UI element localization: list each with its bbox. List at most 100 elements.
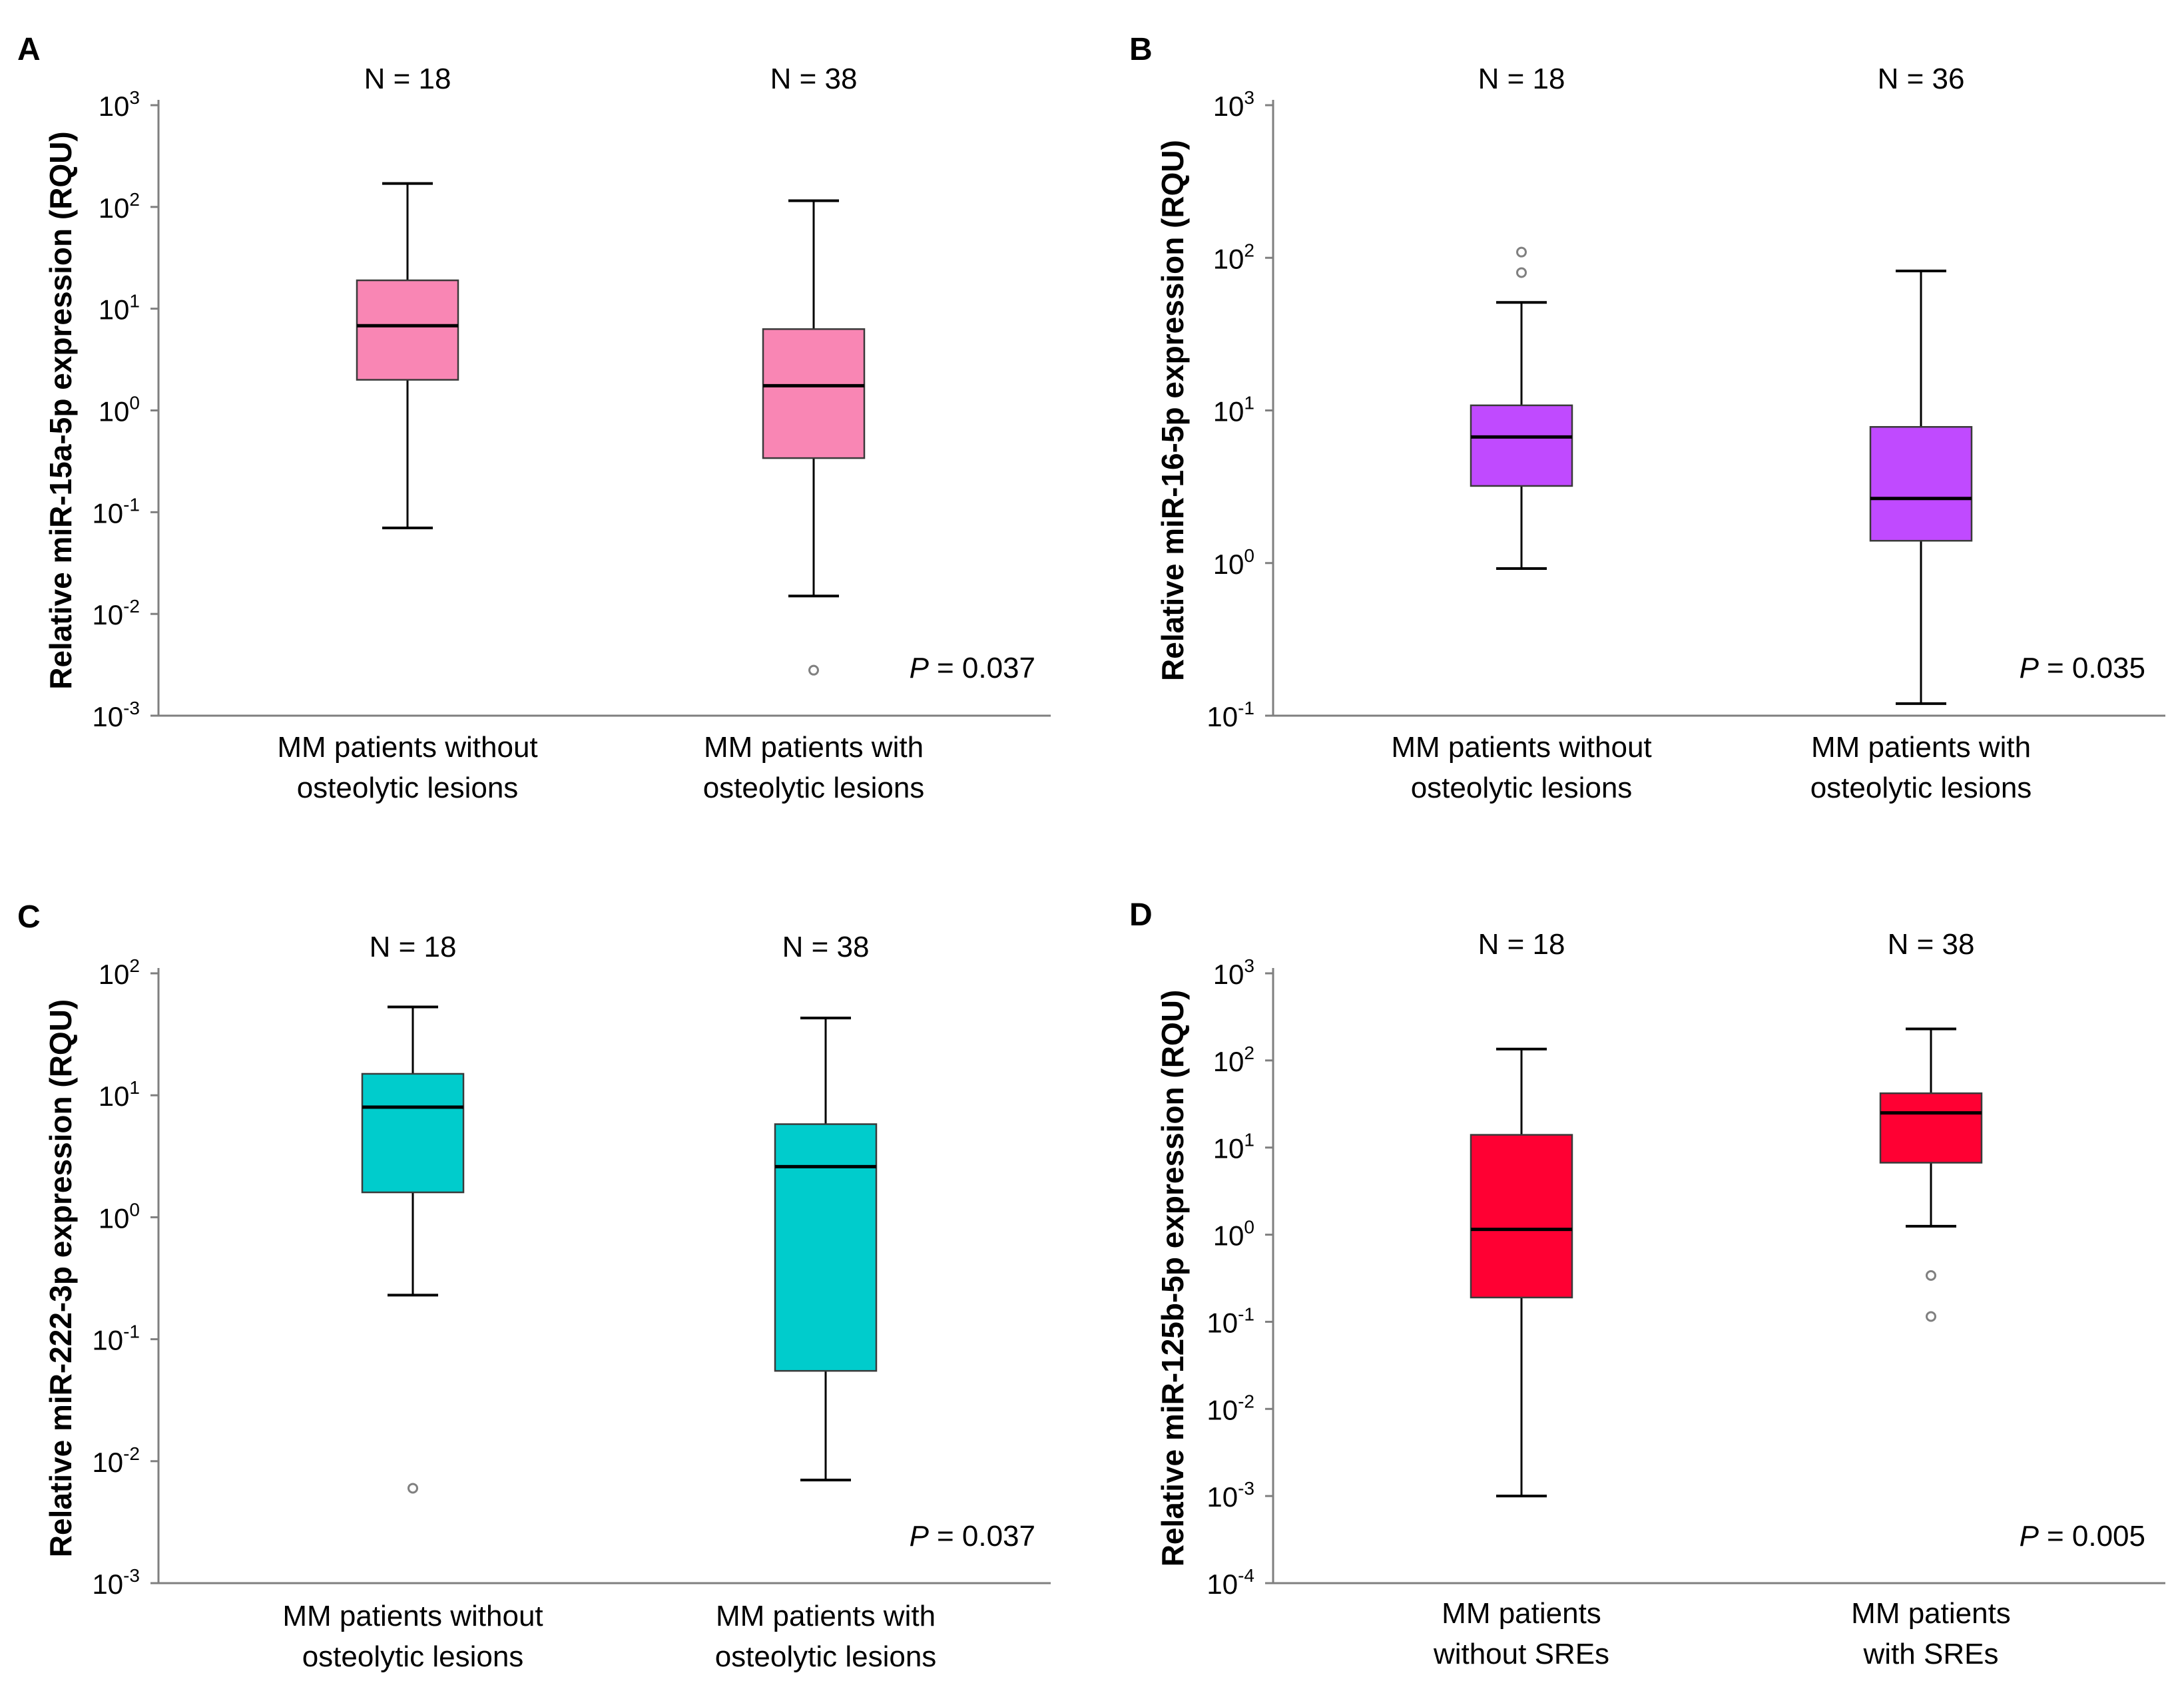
x-category-label-line2: osteolytic lesions [715,1640,937,1673]
y-tick-base: 10 [92,701,123,732]
y-tick-label: 10-2 [92,1443,140,1478]
x-category-label-line2: osteolytic lesions [302,1640,524,1673]
p-symbol: P [2020,1520,2040,1553]
y-tick-label: 103 [1213,955,1254,990]
x-category-label-line2: osteolytic lesions [297,772,519,804]
n-label-2: N = 38 [770,63,858,95]
y-tick-base: 10 [92,497,123,529]
p-value-label: P = 0.037 [910,1520,1035,1553]
n-label-2: N = 38 [1888,928,1975,961]
y-tick-exponent: 0 [129,1199,140,1220]
y-tick-base: 10 [1207,1307,1238,1338]
box-group-2 [774,1017,878,1482]
y-tick-exponent: -1 [1238,698,1254,718]
y-tick-exponent: 1 [1244,393,1254,413]
y-tick-base: 10 [1207,1568,1238,1600]
y-tick-exponent: -3 [1238,1478,1254,1499]
y-tick-label: 100 [99,393,140,427]
x-category-label-line1: MM patients without [282,1600,543,1632]
y-tick-label: 10-4 [1207,1565,1254,1600]
n-label-1: N = 18 [370,931,457,963]
iqr-box [356,279,459,381]
p-symbol: P [910,652,930,684]
y-tick-label: 101 [1213,393,1254,427]
y-tick-base: 10 [99,959,130,990]
box-group-2 [1879,1027,1983,1322]
n-label-1: N = 18 [364,63,451,95]
y-tick-exponent: -1 [1238,1304,1254,1324]
y-tick-base: 10 [1213,1133,1244,1164]
x-category-label-line1: MM patients without [277,731,537,764]
x-category-label-line2: osteolytic lesions [1411,772,1633,804]
y-tick-exponent: -1 [123,1322,140,1342]
box-group-2 [1869,270,1973,705]
x-category-label-line1: MM patients [1851,1597,2011,1630]
y-tick-label: 100 [99,1199,140,1234]
y-tick-label: 10-3 [92,1565,140,1600]
y-tick-base: 10 [1213,1046,1244,1077]
y-tick-exponent: -4 [1238,1565,1254,1586]
box-group-1 [1470,1047,1573,1498]
y-tick-base: 10 [99,1202,130,1234]
y-tick-exponent: 1 [129,291,140,312]
iqr-box [762,328,866,459]
y-tick-base: 10 [1213,243,1244,274]
iqr-box [1869,425,1973,542]
y-tick-label: 103 [1213,87,1254,122]
y-tick-base: 10 [92,1325,123,1356]
iqr-box [1470,1134,1573,1299]
y-tick-label: 10-1 [92,1322,140,1356]
y-tick-base: 10 [1207,1481,1238,1513]
p-value-text: = 0.037 [937,652,1035,684]
outlier-point [1516,246,1527,258]
y-tick-exponent: 2 [129,189,140,210]
y-tick-exponent: 1 [129,1077,140,1098]
y-tick-label: 101 [99,1077,140,1112]
y-tick-label: 10-3 [92,698,140,732]
box-group-1 [361,1005,465,1494]
y-tick-exponent: -1 [123,494,140,515]
y-tick-exponent: 1 [1244,1130,1254,1150]
box-group-1 [356,182,459,530]
y-tick-label: 102 [1213,1043,1254,1077]
n-label-2: N = 38 [782,931,870,963]
p-value-text: = 0.005 [2047,1520,2145,1553]
x-category-label-line2: with SREs [1863,1638,1999,1670]
y-tick-exponent: 3 [1244,87,1254,108]
y-tick-exponent: -2 [1238,1391,1254,1411]
y-tick-label: 101 [1213,1130,1254,1164]
outlier-point [408,1483,418,1494]
p-value-label: P = 0.005 [2020,1520,2145,1553]
x-category-label-line1: MM patients without [1391,731,1651,764]
y-tick-base: 10 [92,599,123,630]
iqr-box [361,1073,465,1194]
y-tick-base: 10 [92,1447,123,1478]
y-axis-title: Relative miR-16-5p expression (RQU) [1155,140,1190,681]
y-tick-exponent: 2 [1244,1043,1254,1063]
y-tick-exponent: -3 [123,1565,140,1586]
y-tick-base: 10 [1213,549,1244,580]
y-tick-exponent: 2 [1244,240,1254,260]
outlier-point [1516,267,1527,278]
panel-letter: B [1129,32,1153,67]
panel-letter: A [17,32,41,67]
y-tick-label: 10-1 [1207,1304,1254,1338]
y-tick-exponent: 2 [129,955,140,976]
p-value-text: = 0.035 [2047,652,2145,684]
y-tick-base: 10 [99,396,130,427]
y-tick-label: 102 [99,955,140,990]
box-group-2 [762,199,866,676]
y-tick-base: 10 [1213,1220,1244,1252]
y-tick-base: 10 [99,192,130,224]
y-tick-base: 10 [1207,1394,1238,1425]
box-group-1 [1470,246,1573,571]
y-tick-base: 10 [92,1568,123,1600]
y-tick-base: 10 [99,91,130,122]
y-tick-exponent: 0 [1244,545,1254,566]
panel-letter: D [1129,897,1153,933]
